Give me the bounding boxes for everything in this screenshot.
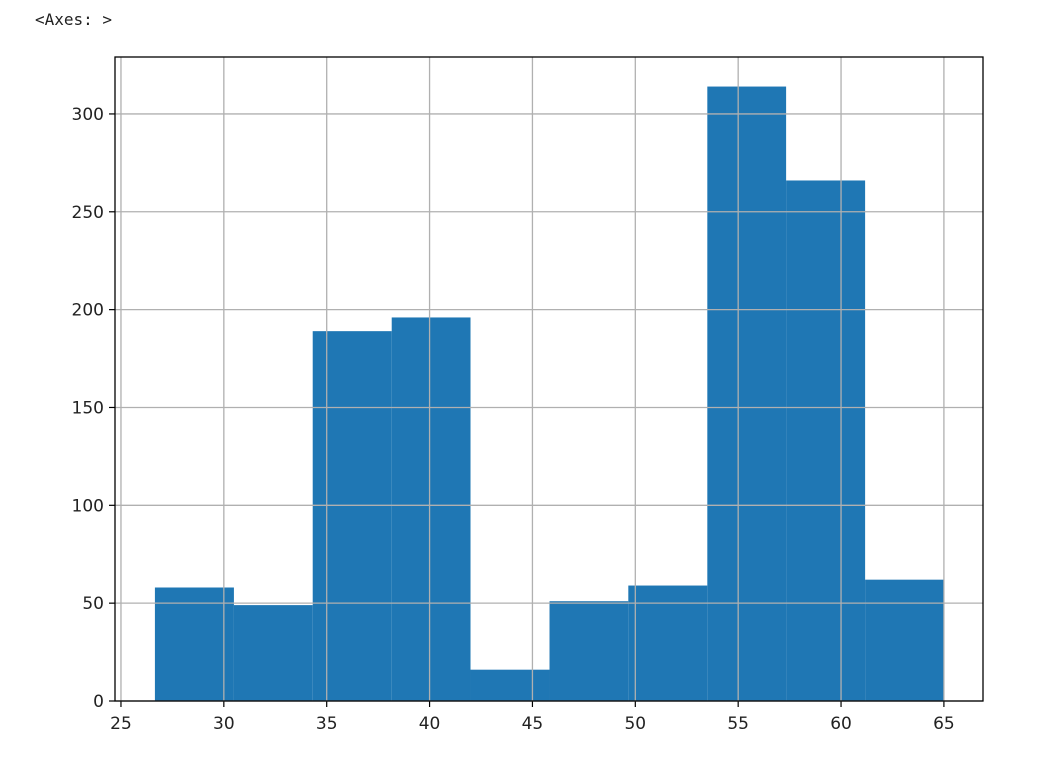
x-tick-label: 50 [624,714,646,734]
y-tick-label: 0 [93,692,104,712]
y-tick-label: 50 [82,594,104,614]
bar [470,669,550,701]
x-tick-label: 40 [419,714,441,734]
x-tick-label: 30 [213,714,235,734]
bar [549,601,629,701]
bar [154,587,234,701]
bar [233,605,313,701]
bar [391,317,471,701]
y-tick-label: 250 [72,203,104,223]
x-tick-label: 45 [522,714,544,734]
y-tick-label: 100 [72,496,104,516]
bar [786,180,866,701]
y-tick-label: 300 [72,105,104,125]
x-tick-label: 35 [316,714,338,734]
x-tick-label: 60 [830,714,852,734]
cell-output: <Axes: > [35,10,113,29]
bar [628,585,708,701]
axes-frame [114,56,984,702]
bar [707,86,787,701]
x-tick-label: 55 [727,714,749,734]
bar [312,331,392,701]
y-tick-label: 200 [72,301,104,321]
x-tick-label: 65 [933,714,955,734]
y-tick-label: 150 [72,398,104,418]
bar [865,579,944,701]
x-tick-label: 25 [110,714,132,734]
